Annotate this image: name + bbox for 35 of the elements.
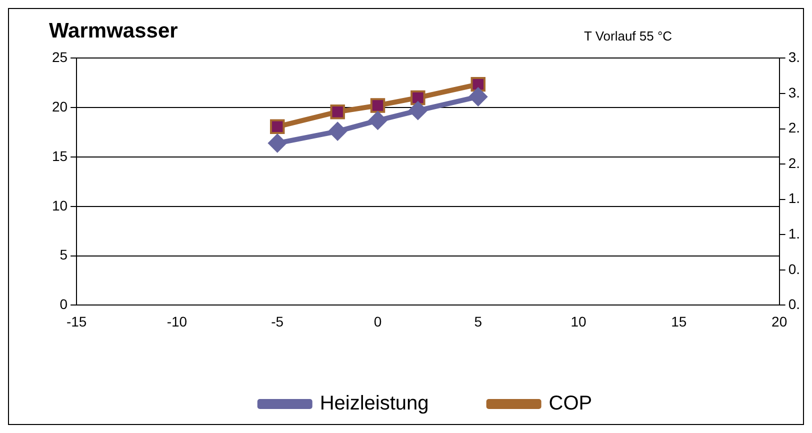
point xyxy=(408,101,428,120)
y2-tick-label: 0. xyxy=(788,296,800,312)
y-tick-label: 15 xyxy=(52,148,68,164)
y2-tick-label: 1. xyxy=(788,225,800,242)
y-tick-label: 0 xyxy=(60,296,68,312)
point xyxy=(368,110,388,130)
legend-label: Heizleistung xyxy=(320,392,429,415)
y-tick-label: 5 xyxy=(60,246,68,263)
point xyxy=(468,87,488,106)
y2-tick-label: 0. xyxy=(788,260,800,277)
y2-tick-label: 2. xyxy=(788,154,800,171)
point xyxy=(270,119,285,134)
y-tick-label: 10 xyxy=(52,197,68,214)
y-tick-label: 25 xyxy=(52,49,68,66)
y-tick-label: 20 xyxy=(52,98,68,114)
x-tick-label: 0 xyxy=(374,313,382,330)
x-tick-label: 20 xyxy=(772,313,788,330)
x-tick-label: 5 xyxy=(474,313,482,330)
x-tick-label: -10 xyxy=(166,313,188,330)
y2-tick-label: 1. xyxy=(788,190,800,206)
y2-tick-label: 3. xyxy=(788,84,800,100)
legend-label: COP xyxy=(548,392,592,415)
x-tick-label: 15 xyxy=(671,313,687,330)
text: T Vorlauf 55 °C xyxy=(584,28,672,44)
y2-tick-label: 2. xyxy=(788,120,800,136)
x-tick-label: -5 xyxy=(271,313,284,330)
point xyxy=(410,90,426,106)
chart-title: Warmwasser xyxy=(49,19,178,42)
point xyxy=(330,104,345,120)
x-tick-label: 10 xyxy=(570,313,587,330)
point xyxy=(328,122,348,141)
y2-tick-label: 3. xyxy=(788,49,800,66)
point xyxy=(268,134,287,153)
x-tick-label: -15 xyxy=(66,313,87,330)
point xyxy=(370,98,386,113)
